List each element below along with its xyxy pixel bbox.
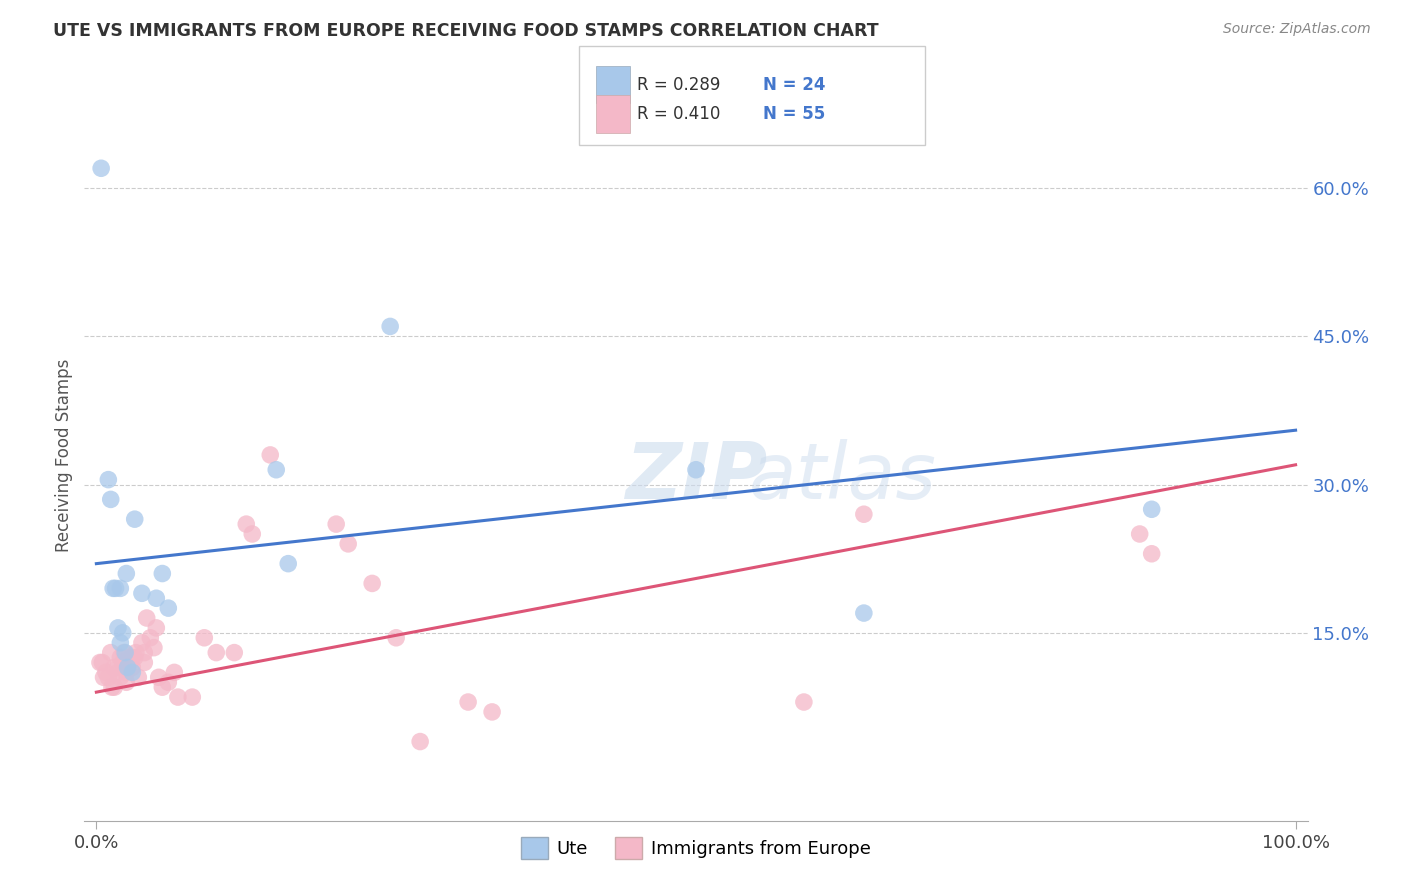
Point — [145, 621, 167, 635]
Point — [134, 646, 156, 660]
Point — [409, 734, 432, 748]
Point — [114, 646, 136, 660]
Point — [103, 680, 125, 694]
Point — [163, 665, 186, 680]
Point — [193, 631, 215, 645]
Point — [107, 660, 129, 674]
Text: R = 0.289: R = 0.289 — [637, 76, 720, 94]
Text: Source: ZipAtlas.com: Source: ZipAtlas.com — [1223, 22, 1371, 37]
Point — [118, 656, 141, 670]
Point — [110, 650, 132, 665]
Text: R = 0.410: R = 0.410 — [637, 105, 720, 123]
Point — [325, 517, 347, 532]
Point — [112, 646, 135, 660]
Point — [125, 646, 148, 660]
Point — [97, 473, 120, 487]
Point — [124, 650, 146, 665]
Point — [115, 675, 138, 690]
Point — [121, 660, 143, 674]
Point — [1140, 502, 1163, 516]
Text: atlas: atlas — [749, 439, 936, 515]
Point — [121, 650, 143, 665]
Point — [121, 665, 143, 680]
Point — [101, 680, 124, 694]
Point — [481, 705, 503, 719]
Point — [259, 448, 281, 462]
Point — [205, 646, 228, 660]
Point — [93, 670, 115, 684]
Y-axis label: Receiving Food Stamps: Receiving Food Stamps — [55, 359, 73, 551]
Text: N = 24: N = 24 — [763, 76, 825, 94]
Point — [127, 670, 149, 684]
Point — [101, 582, 124, 596]
Point — [100, 492, 122, 507]
Legend: Ute, Immigrants from Europe: Ute, Immigrants from Europe — [513, 830, 879, 866]
Point — [150, 680, 173, 694]
Point — [361, 576, 384, 591]
Point — [135, 611, 157, 625]
Point — [148, 670, 170, 684]
Point — [94, 665, 117, 680]
Point — [118, 650, 141, 665]
Point — [131, 586, 153, 600]
Point — [277, 557, 299, 571]
Point — [134, 656, 156, 670]
Point — [224, 646, 246, 660]
Point — [337, 537, 360, 551]
Point — [103, 660, 125, 674]
Point — [110, 582, 132, 596]
Point — [157, 601, 180, 615]
Point — [107, 665, 129, 680]
Point — [457, 695, 479, 709]
Point — [115, 660, 138, 674]
Point — [235, 517, 257, 532]
Point — [107, 621, 129, 635]
Point — [264, 463, 287, 477]
Point — [145, 591, 167, 606]
Point — [167, 690, 190, 704]
Point — [1129, 527, 1152, 541]
Point — [90, 161, 112, 176]
Point — [124, 512, 146, 526]
Point — [97, 670, 120, 684]
Point — [150, 566, 173, 581]
Point — [793, 695, 815, 709]
Text: UTE VS IMMIGRANTS FROM EUROPE RECEIVING FOOD STAMPS CORRELATION CHART: UTE VS IMMIGRANTS FROM EUROPE RECEIVING … — [53, 22, 879, 40]
Point — [111, 625, 134, 640]
Point — [110, 636, 132, 650]
Point — [385, 631, 408, 645]
Point — [181, 690, 204, 704]
Point — [131, 636, 153, 650]
Text: ZIP: ZIP — [624, 439, 768, 515]
Point — [100, 646, 122, 660]
Point — [1140, 547, 1163, 561]
Point — [91, 656, 114, 670]
Point — [115, 566, 138, 581]
Point — [104, 582, 127, 596]
Point — [110, 670, 132, 684]
Point — [139, 631, 162, 645]
Point — [117, 660, 139, 674]
Point — [852, 507, 875, 521]
Point — [89, 656, 111, 670]
Point — [240, 527, 263, 541]
Point — [115, 665, 138, 680]
Point — [685, 463, 707, 477]
Point — [852, 606, 875, 620]
Point — [157, 675, 180, 690]
Text: N = 55: N = 55 — [763, 105, 825, 123]
Point — [142, 640, 165, 655]
Point — [111, 656, 134, 670]
Point — [380, 319, 402, 334]
